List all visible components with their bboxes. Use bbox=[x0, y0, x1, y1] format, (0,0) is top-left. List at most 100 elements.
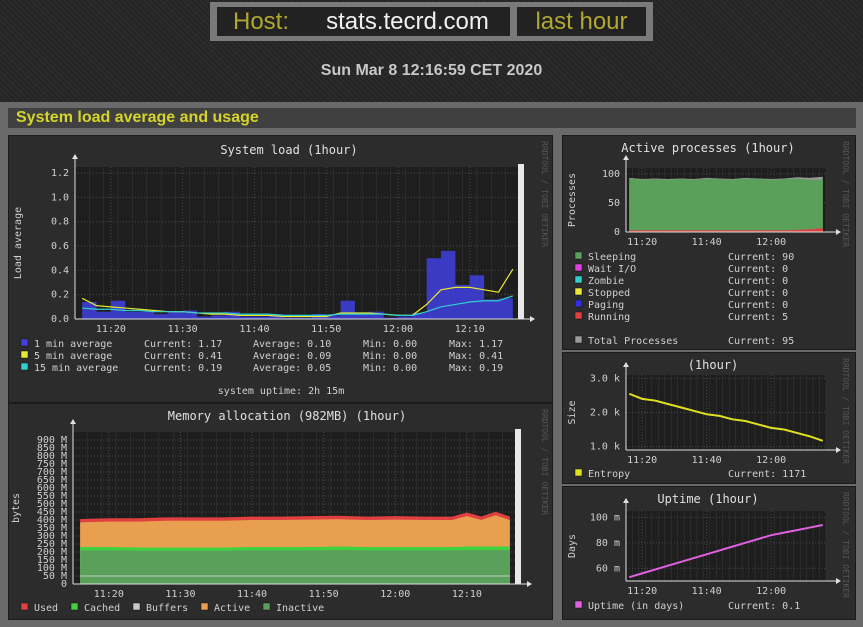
y-tick-label: 1.0 bbox=[51, 192, 69, 203]
graph-title: Uptime (1hour) bbox=[657, 492, 758, 506]
y-axis-arrow bbox=[623, 155, 629, 160]
memory-allocation-graph[interactable]: Memory allocation (982MB) (1hour) bytes RR… bbox=[8, 403, 553, 620]
system-uptime-text: system uptime: 2h 15m bbox=[218, 386, 344, 397]
legend-series-name: Active bbox=[214, 603, 250, 614]
x-tick-label: 11:30 bbox=[168, 324, 198, 335]
legend-current: Current: 0.1 bbox=[728, 601, 800, 612]
uptime-graph[interactable]: Uptime (1hour) Days RRDTOOL / TOBI OETIKER… bbox=[562, 486, 856, 620]
legend-swatch-proc-5 bbox=[574, 299, 583, 308]
y-tick-label: 100 bbox=[602, 169, 620, 180]
y-axis-label: Processes bbox=[567, 173, 578, 227]
legend-max: Max: 0.41 bbox=[449, 351, 503, 362]
y-tick-label: 0.2 bbox=[51, 290, 69, 301]
graph-title: (1hour) bbox=[688, 358, 739, 372]
legend-min: Min: 0.00 bbox=[363, 339, 417, 350]
current-time-marker bbox=[515, 429, 521, 584]
x-axis-arrow bbox=[836, 578, 841, 584]
legend-series-name: Paging bbox=[588, 300, 624, 311]
legend-swatch-proc-3 bbox=[574, 275, 583, 284]
series-area-inactive bbox=[80, 550, 510, 584]
plot-area bbox=[626, 511, 826, 581]
x-axis-arrow bbox=[836, 229, 841, 235]
y-axis-arrow bbox=[623, 498, 629, 503]
legend-swatch-cached bbox=[70, 602, 79, 611]
x-tick-label: 11:40 bbox=[692, 455, 722, 466]
system-load-graph[interactable]: System load (1hour) Load average RRDTOOL /… bbox=[8, 135, 553, 403]
series-line-load15 bbox=[82, 295, 514, 316]
system-load-chart: System load (1hour) Load average RRDTOOL /… bbox=[13, 141, 549, 397]
legend-series-name: Zombie bbox=[588, 276, 624, 287]
y-tick-label: 0.0 bbox=[51, 314, 69, 325]
entropy-graph[interactable]: (1hour) Size RRDTOOL / TOBI OETIKER 1.0 k 2.… bbox=[562, 352, 856, 484]
y-tick-label: 1.2 bbox=[51, 168, 69, 179]
series-edge-cached bbox=[80, 546, 510, 550]
y-tick-label: 0.8 bbox=[51, 217, 69, 228]
y-tick-label: 300 M bbox=[37, 531, 67, 542]
y-tick-label: 80 m bbox=[596, 538, 620, 549]
legend-series-name: Total Processes bbox=[588, 336, 678, 347]
x-tick-label: 12:10 bbox=[452, 589, 482, 600]
host-label: Host: bbox=[217, 7, 305, 36]
x-tick-label: 12:00 bbox=[756, 455, 786, 466]
header-bar: Host: stats.tecrd.com last hour bbox=[210, 2, 653, 41]
x-tick-label: 11:50 bbox=[309, 589, 339, 600]
uptime-chart: Uptime (1hour) Days RRDTOOL / TOBI OETIKER… bbox=[567, 492, 850, 612]
legend-current: Current: 95 bbox=[728, 336, 794, 347]
y-tick-label: 600 M bbox=[37, 483, 67, 494]
y-tick-label: 500 M bbox=[37, 499, 67, 510]
y-axis-label: Days bbox=[567, 534, 578, 558]
legend-average: Average: 0.10 bbox=[253, 339, 331, 350]
watermark: RRDTOOL / TOBI OETIKER bbox=[540, 409, 549, 515]
x-axis-arrow bbox=[530, 316, 535, 322]
y-tick-label: 800 M bbox=[37, 451, 67, 462]
legend-series-name: Entropy bbox=[588, 469, 630, 480]
x-tick-label: 11:40 bbox=[692, 586, 722, 597]
y-tick-label: 350 M bbox=[37, 523, 67, 534]
legend-current: Current: 1.17 bbox=[144, 339, 222, 350]
x-tick-label: 12:00 bbox=[756, 237, 786, 248]
legend-current: Current: 0 bbox=[728, 276, 788, 287]
legend-series-name: 15 min average bbox=[34, 363, 118, 374]
legend-current: Current: 0.19 bbox=[144, 363, 222, 374]
x-tick-label: 11:20 bbox=[94, 589, 124, 600]
y-axis-label: Size bbox=[567, 400, 578, 424]
y-tick-label: 900 M bbox=[37, 435, 67, 446]
legend-series-name: Buffers bbox=[146, 603, 188, 614]
legend-current: Current: 0 bbox=[728, 300, 788, 311]
y-tick-label: 200 M bbox=[37, 547, 67, 558]
legend-series-name: Sleeping bbox=[588, 252, 636, 263]
active-processes-chart: Active processes (1hour) Processes RRDTOOL… bbox=[567, 141, 850, 347]
y-tick-label: 150 M bbox=[37, 555, 67, 566]
y-tick-label: 450 M bbox=[37, 507, 67, 518]
x-tick-label: 12:10 bbox=[455, 324, 485, 335]
y-tick-label: 100 M bbox=[37, 563, 67, 574]
entropy-chart: (1hour) Size RRDTOOL / TOBI OETIKER 1.0 k 2.… bbox=[567, 358, 850, 480]
host-value: stats.tecrd.com bbox=[305, 7, 510, 36]
legend-series-name: Used bbox=[34, 603, 58, 614]
legend-max: Max: 0.19 bbox=[449, 363, 503, 374]
watermark: RRDTOOL / TOBI OETIKER bbox=[841, 492, 850, 598]
legend-max: Max: 1.17 bbox=[449, 339, 503, 350]
period-selector[interactable]: last hour bbox=[517, 7, 646, 36]
current-time-marker bbox=[518, 164, 524, 319]
y-axis-label: bytes bbox=[11, 493, 22, 523]
series-line-uptime bbox=[628, 524, 823, 579]
x-tick-label: 11:50 bbox=[311, 324, 341, 335]
x-tick-label: 11:40 bbox=[692, 237, 722, 248]
y-tick-label: 850 M bbox=[37, 443, 67, 454]
y-tick-label: 60 m bbox=[596, 563, 620, 574]
legend-current: Current: 5 bbox=[728, 312, 788, 323]
active-processes-graph[interactable]: Active processes (1hour) Processes RRDTOOL… bbox=[562, 135, 856, 350]
x-tick-label: 12:00 bbox=[380, 589, 410, 600]
legend-series-name: Cached bbox=[84, 603, 120, 614]
x-tick-label: 11:40 bbox=[237, 589, 267, 600]
y-tick-label: 2.0 k bbox=[590, 408, 620, 419]
y-tick-label: 100 m bbox=[590, 512, 620, 523]
legend-series-name: 1 min average bbox=[34, 339, 112, 350]
y-tick-label: 750 M bbox=[37, 459, 67, 470]
watermark: RRDTOOL / TOBI OETIKER bbox=[841, 141, 850, 247]
series-line-load5 bbox=[81, 268, 514, 318]
y-tick-label: 0 bbox=[61, 579, 67, 590]
series-edge-running bbox=[629, 228, 823, 233]
legend-swatch-1 bbox=[20, 338, 29, 347]
